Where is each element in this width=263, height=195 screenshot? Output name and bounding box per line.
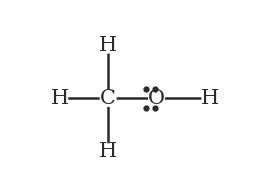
Text: H: H	[201, 89, 219, 108]
Text: H: H	[99, 36, 117, 55]
Circle shape	[202, 91, 218, 106]
Text: H: H	[99, 142, 117, 161]
Circle shape	[100, 91, 116, 106]
Circle shape	[100, 37, 116, 53]
Circle shape	[149, 91, 164, 106]
Text: C: C	[100, 89, 116, 108]
Circle shape	[100, 144, 116, 160]
Text: O: O	[148, 89, 165, 108]
Text: H: H	[51, 89, 69, 108]
Circle shape	[52, 91, 68, 106]
